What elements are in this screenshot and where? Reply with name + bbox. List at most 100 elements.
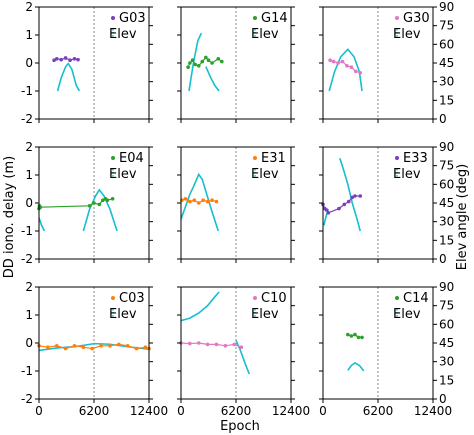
- y-tick-label-left: -2: [21, 252, 33, 266]
- y-tick-label-right: 15: [439, 233, 454, 247]
- delay-point: [59, 57, 63, 62]
- elev-line-g14: [188, 32, 203, 92]
- legend-marker-sat: [395, 296, 399, 300]
- delay-point: [205, 342, 210, 347]
- delay-point: [337, 206, 341, 211]
- delay-point: [188, 61, 192, 65]
- y-tick-label-right: 15: [439, 373, 454, 387]
- y-axis-label-right: Elev angle (deg): [455, 164, 470, 271]
- delay-point: [326, 211, 331, 215]
- elev-line-g14: [205, 66, 220, 92]
- delay-point: [52, 58, 56, 62]
- delay-point: [331, 59, 336, 64]
- legend-marker-sat: [111, 16, 115, 20]
- x-tick-label: 0: [319, 404, 327, 418]
- y-tick-label-right: 75: [439, 19, 454, 33]
- delay-point: [186, 65, 190, 69]
- elev-line-e04: [38, 217, 46, 232]
- legend-marker-sat: [253, 16, 257, 20]
- legend-label-sat: C14: [403, 291, 429, 306]
- legend-marker-sat: [111, 296, 115, 300]
- x-tick-label: 0: [177, 404, 185, 418]
- delay-point: [354, 69, 358, 74]
- legend-label-elev: Elev: [109, 167, 137, 182]
- y-tick-label-right: 45: [439, 196, 454, 210]
- y-tick-label-right: 60: [439, 317, 454, 331]
- delay-point: [204, 55, 208, 60]
- delay-point: [346, 199, 351, 204]
- delay-point: [188, 341, 192, 346]
- y-tick-label-left: 0: [25, 56, 33, 70]
- legend-label-elev: Elev: [251, 167, 279, 182]
- delay-point: [54, 344, 59, 348]
- delay-point: [117, 342, 121, 347]
- y-tick-label-left: 2: [25, 140, 33, 154]
- legend-label-sat: E31: [261, 151, 286, 166]
- delay-point: [72, 344, 77, 348]
- delay-point: [105, 198, 110, 202]
- legend-label-elev: Elev: [393, 307, 421, 322]
- delay-point: [134, 346, 139, 351]
- legend-marker-sat: [253, 296, 257, 300]
- delay-point: [232, 342, 237, 347]
- delay-point: [81, 345, 86, 350]
- y-tick-label-left: -2: [21, 112, 33, 126]
- delay-point: [358, 194, 363, 198]
- y-tick-label-left: 0: [25, 196, 33, 210]
- y-tick-label-right: 0: [439, 112, 447, 126]
- y-tick-label-left: 1: [25, 308, 33, 322]
- y-tick-label-left: 2: [25, 280, 33, 294]
- delay-point: [193, 62, 197, 67]
- y-tick-label-right: 60: [439, 177, 454, 191]
- legend-label-sat: G14: [261, 11, 288, 26]
- legend-marker-sat: [395, 156, 399, 160]
- delay-point: [190, 58, 195, 62]
- x-tick-label: 6200: [79, 404, 110, 418]
- y-tick-label-right: 45: [439, 56, 454, 70]
- delay-point: [54, 57, 59, 61]
- delay-point: [239, 345, 244, 350]
- delay-point: [72, 57, 77, 61]
- delay-point: [360, 335, 364, 340]
- y-tick-label-left: -1: [21, 84, 33, 98]
- legend-marker-sat: [395, 16, 399, 20]
- elev-line-e04: [82, 188, 118, 232]
- legend-label-elev: Elev: [109, 27, 137, 42]
- delay-point: [342, 202, 347, 207]
- delay-point: [206, 58, 211, 62]
- y-tick-label-left: -1: [21, 224, 33, 238]
- delay-point: [76, 57, 80, 62]
- delay-point: [223, 344, 228, 348]
- legend-label-elev: Elev: [393, 167, 421, 182]
- legend-label-sat: E04: [119, 151, 144, 166]
- legend-label-sat: G03: [119, 11, 146, 26]
- delay-point: [210, 198, 214, 202]
- x-tick-label: 0: [35, 404, 43, 418]
- legend-label-sat: E33: [403, 151, 428, 166]
- delay-point: [188, 199, 192, 204]
- delay-point: [68, 58, 72, 62]
- y-tick-label-right: 0: [439, 392, 447, 406]
- delay-point: [101, 198, 105, 202]
- delay-point: [92, 201, 96, 205]
- delay-point: [328, 58, 332, 62]
- legend-label-sat: G30: [403, 11, 430, 26]
- legend-label-sat: C03: [119, 291, 145, 306]
- elev-line-c10: [180, 291, 220, 322]
- y-tick-label-right: 0: [439, 252, 447, 266]
- x-tick-label: 12400: [272, 404, 310, 418]
- legend-label-sat: C10: [261, 291, 287, 306]
- y-tick-label-right: 30: [439, 75, 454, 89]
- elev-line-e31: [180, 172, 220, 232]
- x-tick-label: 6200: [363, 404, 394, 418]
- legend-label-elev: Elev: [393, 27, 421, 42]
